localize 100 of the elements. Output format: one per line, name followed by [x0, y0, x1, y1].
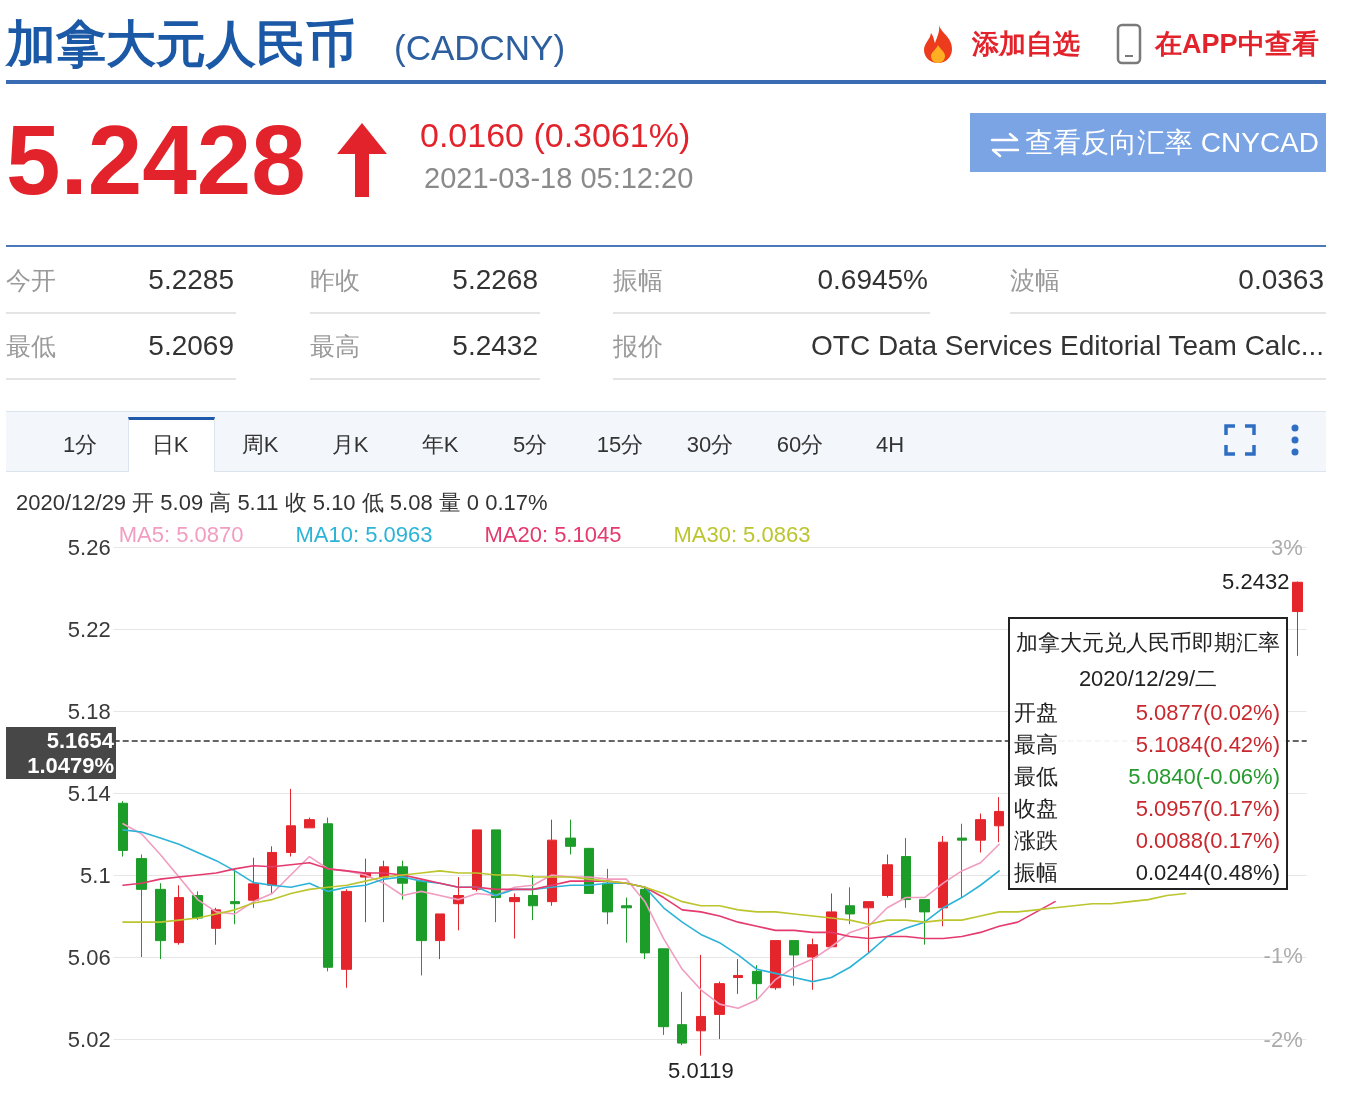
candlestick [435, 913, 445, 960]
text: 波幅 [1010, 265, 1060, 296]
text: 5分 [511, 431, 549, 459]
y2-tick-label: -1% [1263, 943, 1303, 969]
candlestick [901, 837, 911, 909]
candlestick [845, 886, 855, 925]
candlestick [882, 854, 893, 899]
text: 涨跌 0.0088(0.17%) [1014, 828, 1280, 853]
text: 60分 [775, 431, 825, 459]
y2-tick-label: -2% [1263, 1027, 1303, 1053]
candlestick [472, 829, 482, 892]
y-tick-label: 5.18 [67, 698, 111, 724]
annotation: 5.2432 [1222, 568, 1290, 594]
annotation: 1.0479% [27, 752, 114, 778]
text: 开盘 5.0877(0.02%) [1014, 700, 1280, 725]
text: 添加自选 [972, 28, 1080, 61]
text: 0.0160 (0.3061%) [420, 116, 691, 154]
candlestick [491, 829, 501, 923]
candlestick [938, 835, 948, 927]
text: MA5: 5.0870 [118, 521, 244, 547]
candlestick [807, 938, 818, 991]
text: 振幅 [613, 265, 663, 296]
y-tick-label: 5.1 [80, 862, 111, 888]
line-series [122, 822, 1000, 1010]
candlestick [286, 788, 296, 858]
candlestick [696, 954, 706, 1057]
candlestick [304, 817, 315, 829]
candlestick [565, 819, 576, 855]
text: 5.2285 [148, 263, 234, 297]
candlestick [863, 901, 874, 954]
candlestick [118, 800, 128, 858]
text: 最高 5.1084(0.42%) [1014, 732, 1280, 757]
line-series [122, 861, 1056, 940]
text: (CADCNY) [394, 27, 566, 69]
candlestick [640, 886, 650, 960]
annotation: 加拿大元兑人民币即期汇率 [1015, 629, 1281, 657]
y-tick-label: 5.26 [67, 534, 111, 560]
candlestick [1292, 580, 1303, 657]
line-series [122, 829, 1000, 983]
text: 查看反向汇率 CNYCAD [1025, 126, 1320, 160]
candlestick [733, 958, 743, 995]
candlestick [770, 940, 781, 991]
candlestick [174, 884, 184, 946]
text: 年K [420, 431, 460, 459]
text: 5.2268 [452, 263, 538, 297]
annotation: 5.0119 [668, 1058, 734, 1084]
text: 加拿大元人民币 [6, 15, 356, 74]
text: 今开 [6, 265, 56, 296]
candlestick [789, 940, 799, 987]
text: OTC Data Services Editorial Team Calc... [811, 329, 1324, 363]
text: 30分 [685, 431, 735, 459]
candlestick [658, 948, 669, 1036]
text: 最低 [6, 331, 56, 362]
candlestick [602, 868, 613, 925]
text: 0.0363 [1238, 263, 1324, 297]
text: MA20: 5.1045 [484, 521, 622, 547]
candlestick [975, 813, 986, 853]
text: 收盘 5.0957(0.17%) [1014, 796, 1280, 821]
candlestick [528, 874, 538, 921]
annotation: 2020/12/29/二 [1077, 665, 1219, 693]
text: 周K [240, 431, 280, 459]
candlestick [323, 817, 333, 972]
candlestick [714, 981, 725, 1040]
y-tick-label: 5.22 [67, 616, 111, 642]
text: 1分 [61, 431, 99, 459]
y2-tick-label: 3% [1270, 534, 1303, 560]
text: 月K [330, 431, 370, 459]
text: MA30: 5.0863 [673, 521, 811, 547]
text: 15分 [595, 431, 645, 459]
y-tick-label: 5.06 [67, 944, 111, 970]
candlestick [994, 796, 1004, 843]
y-tick-label: 5.14 [67, 780, 111, 806]
text: 2020/12/29 开 5.09 高 5.11 收 5.10 低 5.08 量 0 0.17% [16, 489, 548, 517]
text: 在APP中查看 [1155, 28, 1319, 61]
text: 最低 5.0840(-0.06%) [1014, 764, 1280, 789]
candlestick [416, 878, 427, 976]
candlestick [957, 823, 967, 899]
text: MA10: 5.0963 [295, 521, 433, 547]
candlestick [677, 991, 687, 1046]
candlestick [136, 854, 147, 958]
candlestick [509, 892, 520, 940]
y-tick-label: 5.02 [67, 1026, 111, 1052]
text: 5.2432 [452, 329, 538, 363]
text: 昨收 [310, 265, 360, 296]
candlestick [621, 897, 632, 944]
candlestick [752, 964, 762, 1001]
text: 报价 [613, 331, 663, 362]
text: 0.6945% [817, 263, 928, 297]
text: 4H [874, 431, 906, 459]
candlestick [248, 857, 259, 909]
candlestick [155, 882, 166, 960]
candlestick [267, 845, 277, 894]
candlestick [341, 888, 352, 989]
text: 振幅 0.0244(0.48%) [1014, 860, 1280, 885]
text: 5.2428 [6, 105, 306, 215]
text: 最高 [310, 331, 360, 362]
text: 5.2069 [148, 329, 234, 363]
ref-line-label: 5.1654 [46, 727, 114, 753]
text: 2021-03-18 05:12:20 [424, 162, 694, 194]
candlestick [919, 899, 930, 946]
